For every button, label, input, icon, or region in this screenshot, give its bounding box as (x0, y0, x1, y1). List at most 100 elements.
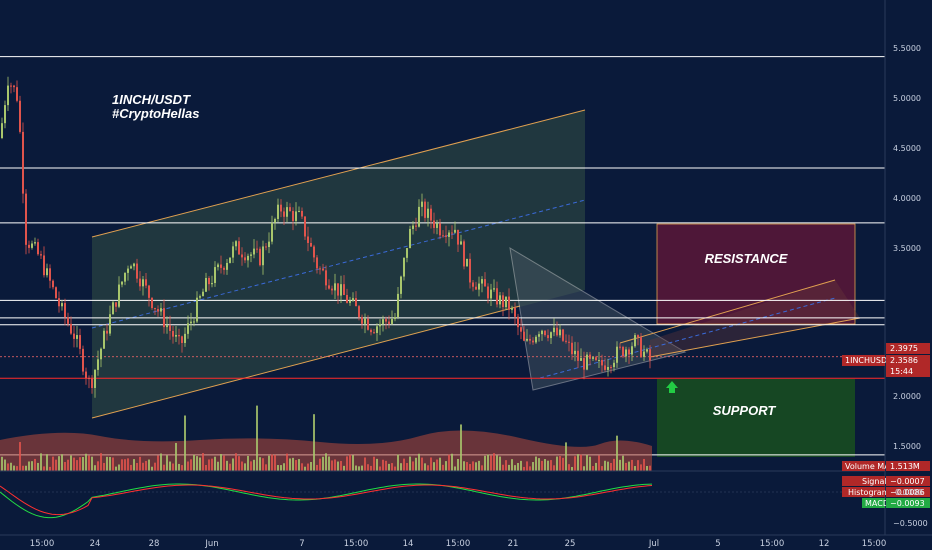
candle-body (406, 248, 408, 258)
volume-bar (166, 455, 168, 471)
volume-bar (625, 462, 627, 471)
volume-bar (109, 456, 111, 471)
candle-body (571, 342, 573, 355)
x-tick-label: Jun (204, 539, 218, 549)
candle-body (385, 319, 387, 322)
candle-body (487, 286, 489, 299)
volume-bar (412, 461, 414, 471)
candle-body (364, 318, 366, 324)
volume-bar (352, 455, 354, 471)
volume-bar (568, 464, 570, 471)
x-tick-label: 14 (403, 539, 414, 549)
volume-bar (637, 460, 639, 471)
candle-body (379, 324, 381, 327)
volume-bar (613, 458, 615, 471)
candle-body (52, 280, 54, 288)
candle-body (127, 268, 129, 273)
candle-body (292, 211, 294, 221)
volume-bar (286, 453, 288, 471)
volume-bar (508, 464, 510, 471)
candle-body (169, 325, 171, 331)
candle-body (298, 210, 300, 212)
volume-bar (574, 456, 576, 471)
volume-bar (16, 466, 18, 471)
volume-bar (22, 465, 24, 471)
candle-body (439, 223, 441, 236)
volume-bar (577, 454, 579, 471)
volume-bar (571, 466, 573, 471)
candle-body (136, 263, 138, 279)
volume-bar (205, 465, 207, 471)
volume-bar (469, 464, 471, 471)
candle-body (43, 255, 45, 276)
candle-body (526, 338, 528, 341)
volume-bar (76, 460, 78, 471)
candle-body (538, 334, 540, 337)
volume-bar (73, 457, 75, 471)
volume-bar (538, 458, 540, 471)
volume-bar (145, 460, 147, 471)
volume-bar (31, 461, 33, 471)
candle-body (583, 358, 585, 370)
candle-body (244, 257, 246, 261)
x-tick-label: 24 (90, 539, 101, 549)
candle-body (445, 235, 447, 237)
volume-bar (136, 463, 138, 471)
x-tick-label: 21 (508, 539, 519, 549)
volume-bar (271, 454, 273, 471)
candle-body (154, 308, 156, 310)
candle-body (208, 277, 210, 285)
candle-body (325, 270, 327, 286)
signal-line (0, 484, 653, 516)
volume-bar (103, 462, 105, 471)
volume-bar (406, 463, 408, 471)
volume-bar (64, 462, 66, 471)
candle-body (562, 329, 564, 341)
last-price-tag: 2.3586 15:44 (886, 355, 930, 377)
volume-bar (496, 455, 498, 471)
volume-bar (151, 466, 153, 471)
volume-bar (181, 465, 183, 471)
candle-body (589, 354, 591, 359)
volume-bar (52, 456, 54, 471)
candle-body (157, 309, 159, 312)
time-axis[interactable] (0, 535, 932, 550)
symbol-tag-text: 1INCHUSDT (845, 356, 892, 365)
candle-body (34, 242, 36, 244)
volume-bar (343, 465, 345, 471)
candle-body (544, 330, 546, 336)
candle-body (643, 351, 645, 357)
volume-bar (649, 465, 651, 471)
volume-bar (115, 466, 117, 471)
volume-bar (4, 459, 6, 471)
candle-body (574, 350, 576, 355)
volume-bar (196, 456, 198, 471)
support-label: SUPPORT (713, 403, 777, 418)
candle-body (382, 319, 384, 325)
y-tick-label: 2.0000 (893, 392, 921, 401)
volume-bar (397, 454, 399, 471)
volume-bar (601, 466, 603, 471)
candle-body (628, 349, 630, 355)
volume-bar (238, 456, 240, 471)
candle-body (463, 241, 465, 267)
candle-body (430, 208, 432, 221)
candle-body (604, 365, 606, 370)
candle-body (16, 87, 18, 101)
candle-body (418, 206, 420, 227)
volume-bar (172, 463, 174, 471)
volume-bar (79, 457, 81, 471)
candle-body (49, 268, 51, 281)
candle-body (259, 248, 261, 266)
candle-body (358, 306, 360, 318)
candle-body (70, 323, 72, 334)
volume-bar (466, 462, 468, 471)
volume-bar (295, 460, 297, 471)
candle-body (19, 100, 21, 132)
price-axis[interactable] (885, 0, 932, 535)
candle-body (520, 327, 522, 332)
candle-body (553, 327, 555, 333)
volume-bar (106, 456, 108, 471)
volume-bar (436, 459, 438, 471)
